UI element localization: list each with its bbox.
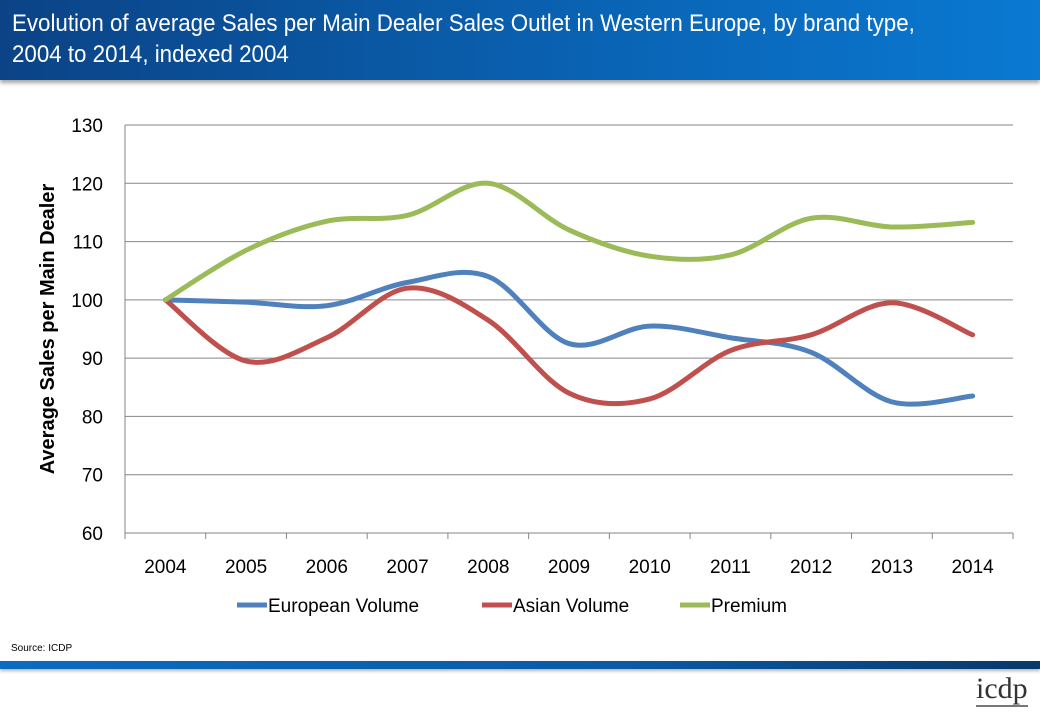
source-note: Source: ICDP	[11, 643, 73, 654]
chart-title: Evolution of average Sales per Main Deal…	[12, 10, 915, 68]
x-tick-label: 2010	[629, 557, 671, 578]
y-axis-label: Average Sales per Main Dealer	[37, 184, 59, 475]
legend-label: Premium	[711, 596, 787, 617]
x-tick-label: 2005	[225, 557, 267, 578]
series-line-asian-volume	[162, 285, 976, 407]
y-tick-label: 120	[71, 174, 103, 195]
y-tick-label: 110	[73, 233, 103, 254]
y-tick-label: 130	[71, 116, 103, 137]
series-line-european-volume	[162, 269, 976, 407]
x-tick-label: 2011	[710, 557, 751, 578]
title-banner: Evolution of average Sales per Main Deal…	[0, 0, 1040, 80]
legend-label: European Volume	[268, 596, 419, 617]
y-tick-label: 80	[82, 407, 103, 428]
x-tick-label: 2012	[790, 557, 832, 578]
x-tick-label: 2004	[144, 557, 187, 578]
x-tick-label: 2013	[871, 557, 913, 578]
footer-divider	[0, 661, 1040, 669]
y-tick-label: 100	[71, 291, 103, 312]
icdp-logo: icdp	[976, 672, 1028, 707]
legend-label: Asian Volume	[513, 596, 629, 617]
x-tick-label: 2007	[386, 557, 428, 578]
y-tick-label: 60	[82, 524, 103, 545]
y-tick-label: 70	[82, 466, 103, 487]
x-tick-label: 2006	[306, 557, 348, 578]
x-tick-label: 2008	[467, 557, 509, 578]
y-tick-label: 90	[82, 349, 103, 370]
x-tick-label: 2014	[951, 557, 994, 578]
x-tick-label: 2009	[548, 557, 590, 578]
